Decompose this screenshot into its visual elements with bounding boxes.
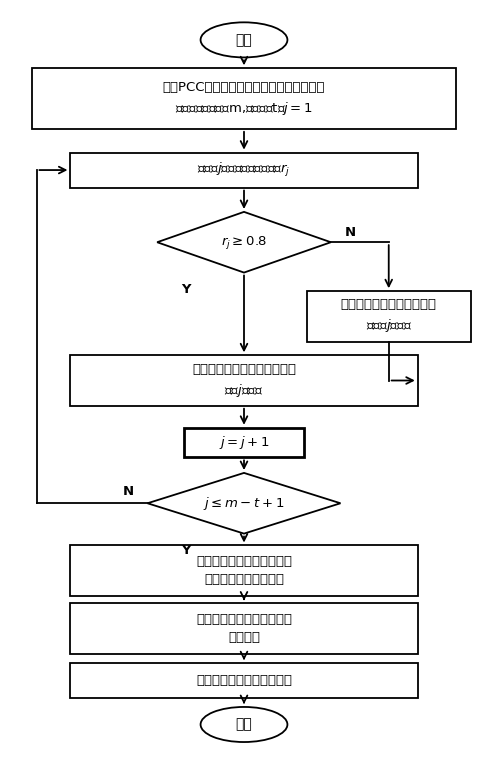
- Text: N: N: [345, 225, 356, 239]
- Text: 开始: 开始: [236, 33, 252, 47]
- Text: 剔除谐波电压与谐波电流数
据的第$j$段数据: 剔除谐波电压与谐波电流数 据的第$j$段数据: [341, 298, 437, 334]
- Text: 结束: 结束: [236, 718, 252, 731]
- Text: $r_j\geq 0.8$: $r_j\geq 0.8$: [221, 234, 267, 250]
- Text: N: N: [122, 485, 134, 498]
- Text: Y: Y: [182, 283, 191, 296]
- Text: 求各谐波源总谐波责任指标: 求各谐波源总谐波责任指标: [196, 674, 292, 687]
- Text: 获取PCC谐波电压、各谐波电流源支路谐波
电流，数据长度为m,确定窗宽t，$j=1$: 获取PCC谐波电压、各谐波电流源支路谐波 电流，数据长度为m,确定窗宽t，$j=…: [163, 81, 325, 116]
- Text: 计算各谐波源每段数据谐波
责任指标: 计算各谐波源每段数据谐波 责任指标: [196, 613, 292, 645]
- Text: 保留谐波电压与谐波电流数据
的第$j$段数据: 保留谐波电压与谐波电流数据 的第$j$段数据: [192, 362, 296, 399]
- Text: Y: Y: [182, 544, 191, 557]
- Text: $j=j+1$: $j=j+1$: [219, 434, 269, 451]
- Text: 计算第$j$段数据典型相关系数$r_j$: 计算第$j$段数据典型相关系数$r_j$: [197, 161, 291, 179]
- Text: $j\leq m-t+1$: $j\leq m-t+1$: [203, 495, 285, 511]
- Text: 根据偏最小二乘计算每段数
据的谐波责任指标系数: 根据偏最小二乘计算每段数 据的谐波责任指标系数: [196, 556, 292, 586]
